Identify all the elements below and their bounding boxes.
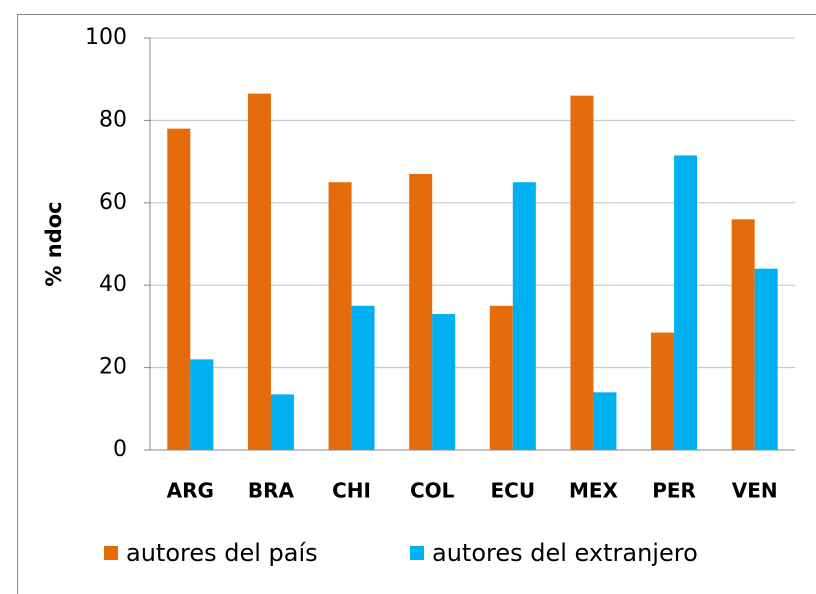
x-tick-label: MEX [569, 479, 619, 503]
bar [328, 182, 352, 450]
bar [432, 314, 456, 450]
y-axis-label: % ndoc [42, 201, 66, 286]
y-tick-label: 60 [99, 190, 127, 215]
bar [409, 173, 433, 450]
x-tick-label: VEN [732, 479, 778, 503]
x-tick-label: PER [652, 479, 696, 503]
bar [674, 155, 698, 451]
y-tick-label: 20 [99, 355, 127, 380]
bar [512, 182, 536, 450]
bar [489, 305, 513, 450]
x-tick-label: COL [410, 479, 455, 503]
bar [754, 268, 778, 450]
bar [167, 128, 191, 450]
legend-label: autores del extranjero [432, 539, 698, 567]
x-tick-label: ARG [167, 479, 214, 503]
x-tick-label: ECU [491, 479, 536, 503]
bar [731, 219, 755, 450]
bar [270, 394, 294, 450]
legend-swatch [104, 546, 118, 560]
bar [651, 332, 675, 450]
legend-swatch [410, 546, 424, 560]
bar [570, 95, 594, 451]
bar [351, 305, 375, 450]
bar [247, 93, 271, 451]
y-tick-label: 40 [99, 272, 127, 297]
bar [593, 392, 617, 450]
bar [190, 359, 214, 450]
x-tick-label: CHI [332, 479, 371, 503]
y-tick-label: 80 [99, 107, 127, 132]
legend-label: autores del país [126, 539, 318, 567]
x-tick-label: BRA [248, 479, 295, 503]
y-tick-label: 0 [113, 437, 127, 462]
y-tick-label: 100 [85, 25, 127, 50]
